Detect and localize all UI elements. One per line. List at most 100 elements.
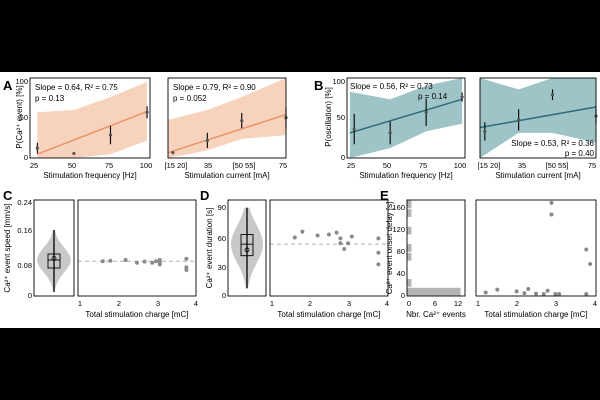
chart-b-frequency: Slope = 0.56, R² = 0.73 p = 0.14 25 50 7…	[346, 77, 466, 180]
histogram-bar	[407, 209, 412, 217]
data-point	[338, 241, 343, 246]
violin-area	[37, 230, 71, 292]
stats-slope: Slope = 0.79, R² = 0.90	[173, 83, 256, 92]
data-point	[557, 292, 562, 296]
panel-a: A P(Ca²⁺ event) [%] 0 50 100 Slope = 0.6…	[3, 77, 288, 180]
x-axis-label: Stimulation current [mA]	[184, 171, 269, 180]
plot-frame	[346, 77, 466, 159]
data-point	[123, 258, 128, 262]
x-axis-label: Stimulation frequency [Hz]	[43, 171, 136, 180]
panel-a-letter: A	[3, 78, 13, 93]
x-axis-label: Stimulation frequency [Hz]	[359, 171, 452, 180]
panel-e-yticks: 0 40 80 120 160	[392, 203, 405, 300]
chart-d-scatter: 1 2 3 4 Total stimulation charge [mC]	[269, 199, 389, 319]
panel-e-ylabel: Ca²⁺ event onset delay [s]	[385, 202, 394, 295]
plot-frame	[479, 77, 597, 159]
data-point	[72, 151, 76, 156]
x-tick: [50 55]	[546, 161, 569, 170]
plot-area	[78, 256, 196, 272]
data-point	[205, 138, 209, 143]
data-point	[100, 259, 105, 264]
data-point	[145, 110, 149, 114]
x-ticks: [15 20] 35 [50 55] 75	[165, 161, 288, 170]
data-point	[184, 268, 189, 272]
x-tick: 35	[518, 161, 526, 170]
data-point	[184, 256, 189, 261]
x-axis-label: Stimulation current [mA]	[495, 171, 580, 180]
x-tick: 1	[78, 299, 82, 308]
x-ticks: [15 20] 35 [50 55] 75	[478, 161, 597, 170]
violin-mean	[51, 255, 57, 261]
panel-c-ylabel: Ca²⁺ event speed [mm/s]	[3, 203, 12, 292]
stats-p: p = 0.40	[565, 149, 595, 158]
x-ticks: 25 50 75 100	[347, 161, 466, 170]
x-tick: [15 20]	[165, 161, 188, 170]
hist-x-ticks: 0 6 12	[407, 299, 462, 308]
plot-area	[483, 200, 593, 296]
data-point	[376, 262, 381, 267]
panel-d-ytick: 90	[218, 203, 226, 212]
plot-area	[167, 78, 288, 158]
histogram-bar	[407, 287, 461, 296]
data-point	[388, 131, 392, 135]
data-point	[334, 230, 339, 235]
data-point	[376, 236, 381, 241]
x-tick: 35	[204, 161, 212, 170]
stats-p: p = 0.14	[418, 92, 448, 101]
x-tick: 3	[347, 299, 351, 308]
histogram-bar	[407, 226, 412, 235]
confidence-band	[349, 78, 463, 158]
x-tick: 2	[308, 299, 312, 308]
histogram-bar	[407, 244, 412, 252]
hist-x-axis-label: Nbr. Ca²⁺ events	[406, 310, 466, 319]
x-tick: 4	[593, 299, 597, 308]
confidence-band	[168, 78, 286, 158]
data-point	[534, 291, 538, 296]
x-tick: 75	[419, 161, 427, 170]
panel-e: E Ca²⁺ event onset delay [s] 0 40 80 120…	[380, 188, 597, 319]
plot-frame	[167, 77, 287, 159]
chart-c-scatter: 1 2 3 4 Total stimulation charge [mC]	[77, 199, 198, 319]
panel-b-ylabel: P(oscillation) [%]	[324, 87, 333, 147]
x-tick: 50	[68, 161, 76, 170]
data-point	[171, 151, 175, 155]
x-tick: 25	[30, 161, 38, 170]
panel-b-ytick: 0	[341, 153, 345, 162]
x-axis-label: Total stimulation charge [mC]	[277, 310, 380, 319]
chart-e-scatter: 1 2 3 4 Total stimulation charge [mC]	[475, 199, 597, 319]
panel-a-ytick: 0	[24, 153, 28, 162]
x-tick: 1	[476, 299, 480, 308]
x-ticks: 1 2 3 4	[270, 299, 389, 308]
panel-d-ytick: 60	[218, 234, 226, 243]
fit-line	[349, 98, 463, 134]
data-point	[342, 246, 347, 251]
data-point	[514, 289, 519, 294]
data-point	[549, 200, 554, 205]
x-tick: [50 55]	[233, 161, 256, 170]
panel-d-yticks: 0 30 60 90	[218, 203, 226, 300]
panel-c: C Ca²⁺ event speed [mm/s] 0 0.08 0.16 0.…	[3, 188, 198, 319]
data-point	[142, 259, 147, 264]
x-tick: 100	[140, 161, 153, 170]
stats-p: p = 0.052	[173, 94, 207, 103]
data-point	[352, 127, 356, 131]
panel-e-ytick: 40	[397, 269, 405, 278]
x-tick: 25	[347, 161, 355, 170]
panel-d-ytick: 30	[218, 263, 226, 272]
data-point	[588, 262, 593, 266]
x-ticks: 25 50 75 100	[30, 161, 152, 170]
histogram-area	[407, 200, 461, 296]
plot-frame	[406, 199, 466, 297]
x-tick: 2	[117, 299, 121, 308]
stats-slope: Slope = 0.64, R² = 0.75	[35, 83, 118, 92]
histogram-bar	[407, 279, 412, 287]
chart-c-violin	[33, 199, 75, 297]
chart-e-histogram: 0 6 12 Nbr. Ca²⁺ events	[406, 199, 466, 319]
panel-b-letter: B	[314, 78, 323, 93]
data-point	[300, 229, 305, 234]
chart-d-violin	[227, 199, 267, 297]
plot-area	[349, 78, 464, 158]
panel-e-ytick: 80	[397, 247, 405, 256]
panel-d-letter: D	[200, 188, 209, 203]
